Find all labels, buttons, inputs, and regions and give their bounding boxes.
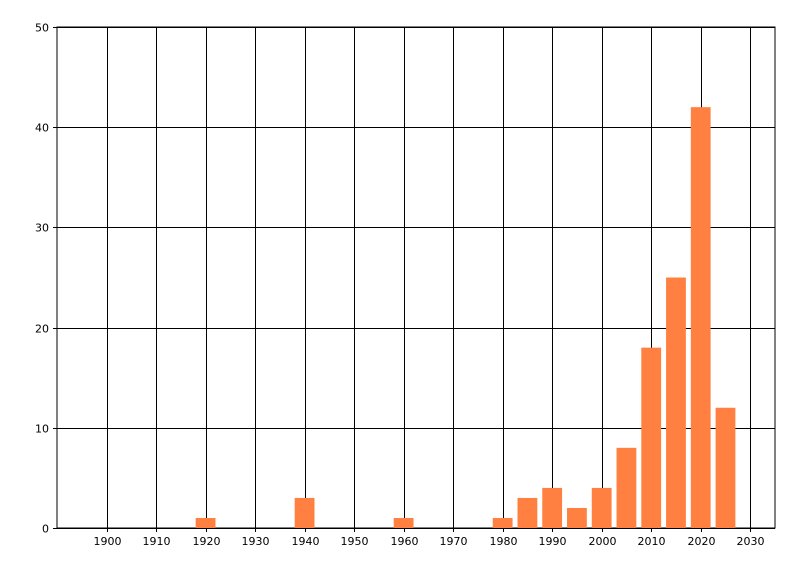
x-tick-label: 1990 (539, 535, 567, 548)
bar (195, 517, 216, 528)
x-tick-label: 1910 (143, 535, 171, 548)
bar (591, 487, 612, 528)
y-tick-label: 50 (35, 22, 49, 35)
x-tick-label: 1930 (242, 535, 270, 548)
bar (393, 517, 414, 528)
x-tick-label: 2030 (737, 535, 765, 548)
x-tick-label: 1940 (292, 535, 320, 548)
bar (567, 507, 587, 528)
x-tick-label: 1950 (341, 535, 369, 548)
x-tick-label: 2010 (638, 535, 666, 548)
bar (641, 347, 662, 528)
bar (616, 447, 637, 528)
x-tick-label: 1920 (193, 535, 221, 548)
x-tick-label: 1970 (440, 535, 468, 548)
bar (492, 517, 513, 528)
y-tick-label: 20 (35, 323, 49, 336)
bar (542, 487, 563, 528)
bar (690, 107, 711, 528)
x-tick-label: 2000 (589, 535, 617, 548)
bar (715, 407, 736, 528)
bar (294, 497, 315, 528)
x-tick-label: 2020 (688, 535, 716, 548)
x-tick-label: 1900 (94, 535, 122, 548)
y-tick-label: 30 (35, 222, 49, 235)
y-tick-label: 10 (35, 423, 49, 436)
y-tick-label: 0 (42, 523, 49, 536)
bar (517, 497, 538, 528)
x-tick-label: 1960 (391, 535, 419, 548)
y-tick-label: 40 (35, 122, 49, 135)
x-tick-label: 1980 (490, 535, 518, 548)
bar (666, 277, 686, 528)
